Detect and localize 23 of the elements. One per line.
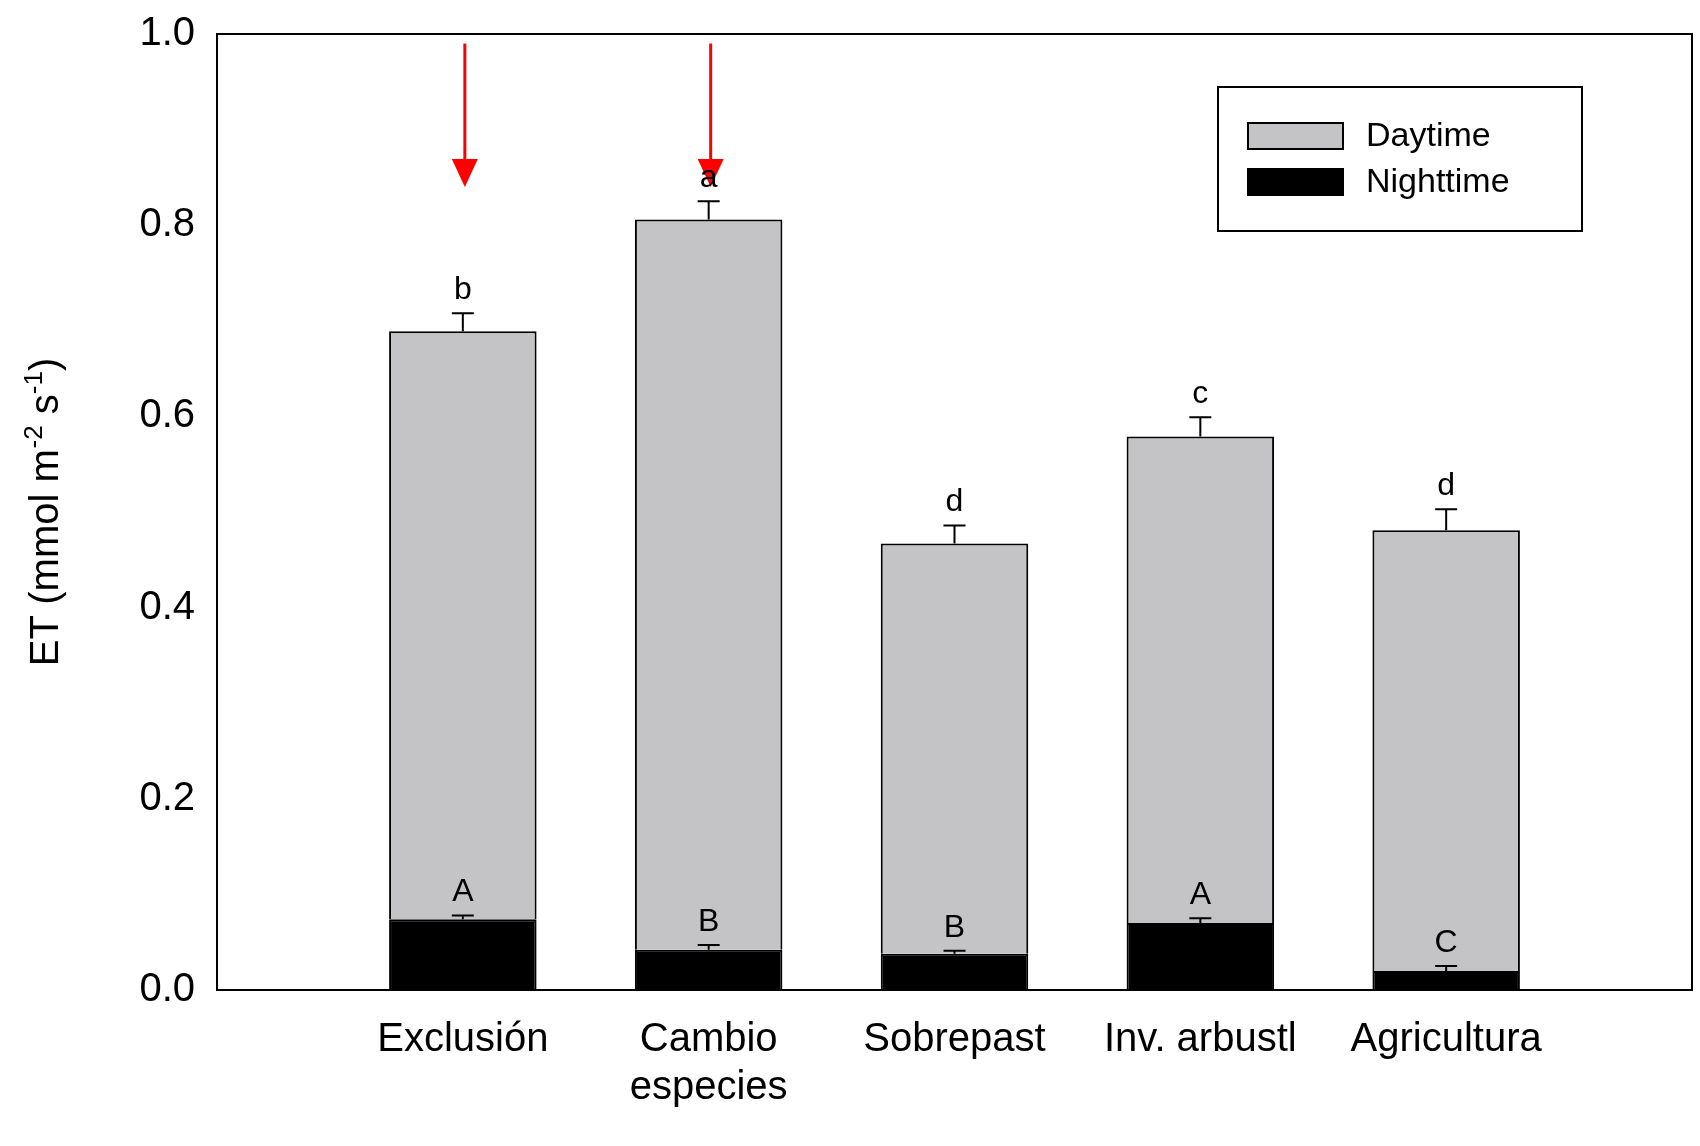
annotation: A bbox=[452, 872, 475, 909]
annotation: B bbox=[943, 907, 966, 944]
annotation: b bbox=[453, 270, 472, 307]
y-tick-label: 1.0 bbox=[139, 9, 195, 54]
annotation: c bbox=[1192, 374, 1209, 411]
legend-label: Daytime bbox=[1366, 115, 1491, 154]
annotation: d bbox=[1437, 466, 1456, 503]
x-tick-label: Sobrepast bbox=[863, 1015, 1046, 1060]
y-tick-label: 0.6 bbox=[139, 391, 195, 436]
annotation: d bbox=[945, 482, 964, 519]
y-tick-label: 0.2 bbox=[139, 773, 195, 818]
y-tick-label: 0.0 bbox=[139, 965, 195, 1010]
legend-label: Nighttime bbox=[1366, 161, 1510, 200]
x-tick-label: Exclusión bbox=[377, 1015, 549, 1060]
x-tick-label: Cambio especies bbox=[629, 1015, 788, 1108]
annotation: B bbox=[697, 902, 720, 939]
y-axis-title: ET (mmol m-2 s-1) bbox=[18, 357, 66, 667]
y-tick-label: 0.4 bbox=[139, 582, 195, 627]
x-tick-label: Inv. arbustl bbox=[1103, 1015, 1297, 1060]
annotation: C bbox=[1434, 923, 1458, 960]
y-tick-label: 0.8 bbox=[139, 200, 195, 245]
x-tick-label: Agricultura bbox=[1350, 1015, 1543, 1060]
annotation: A bbox=[1189, 875, 1212, 912]
